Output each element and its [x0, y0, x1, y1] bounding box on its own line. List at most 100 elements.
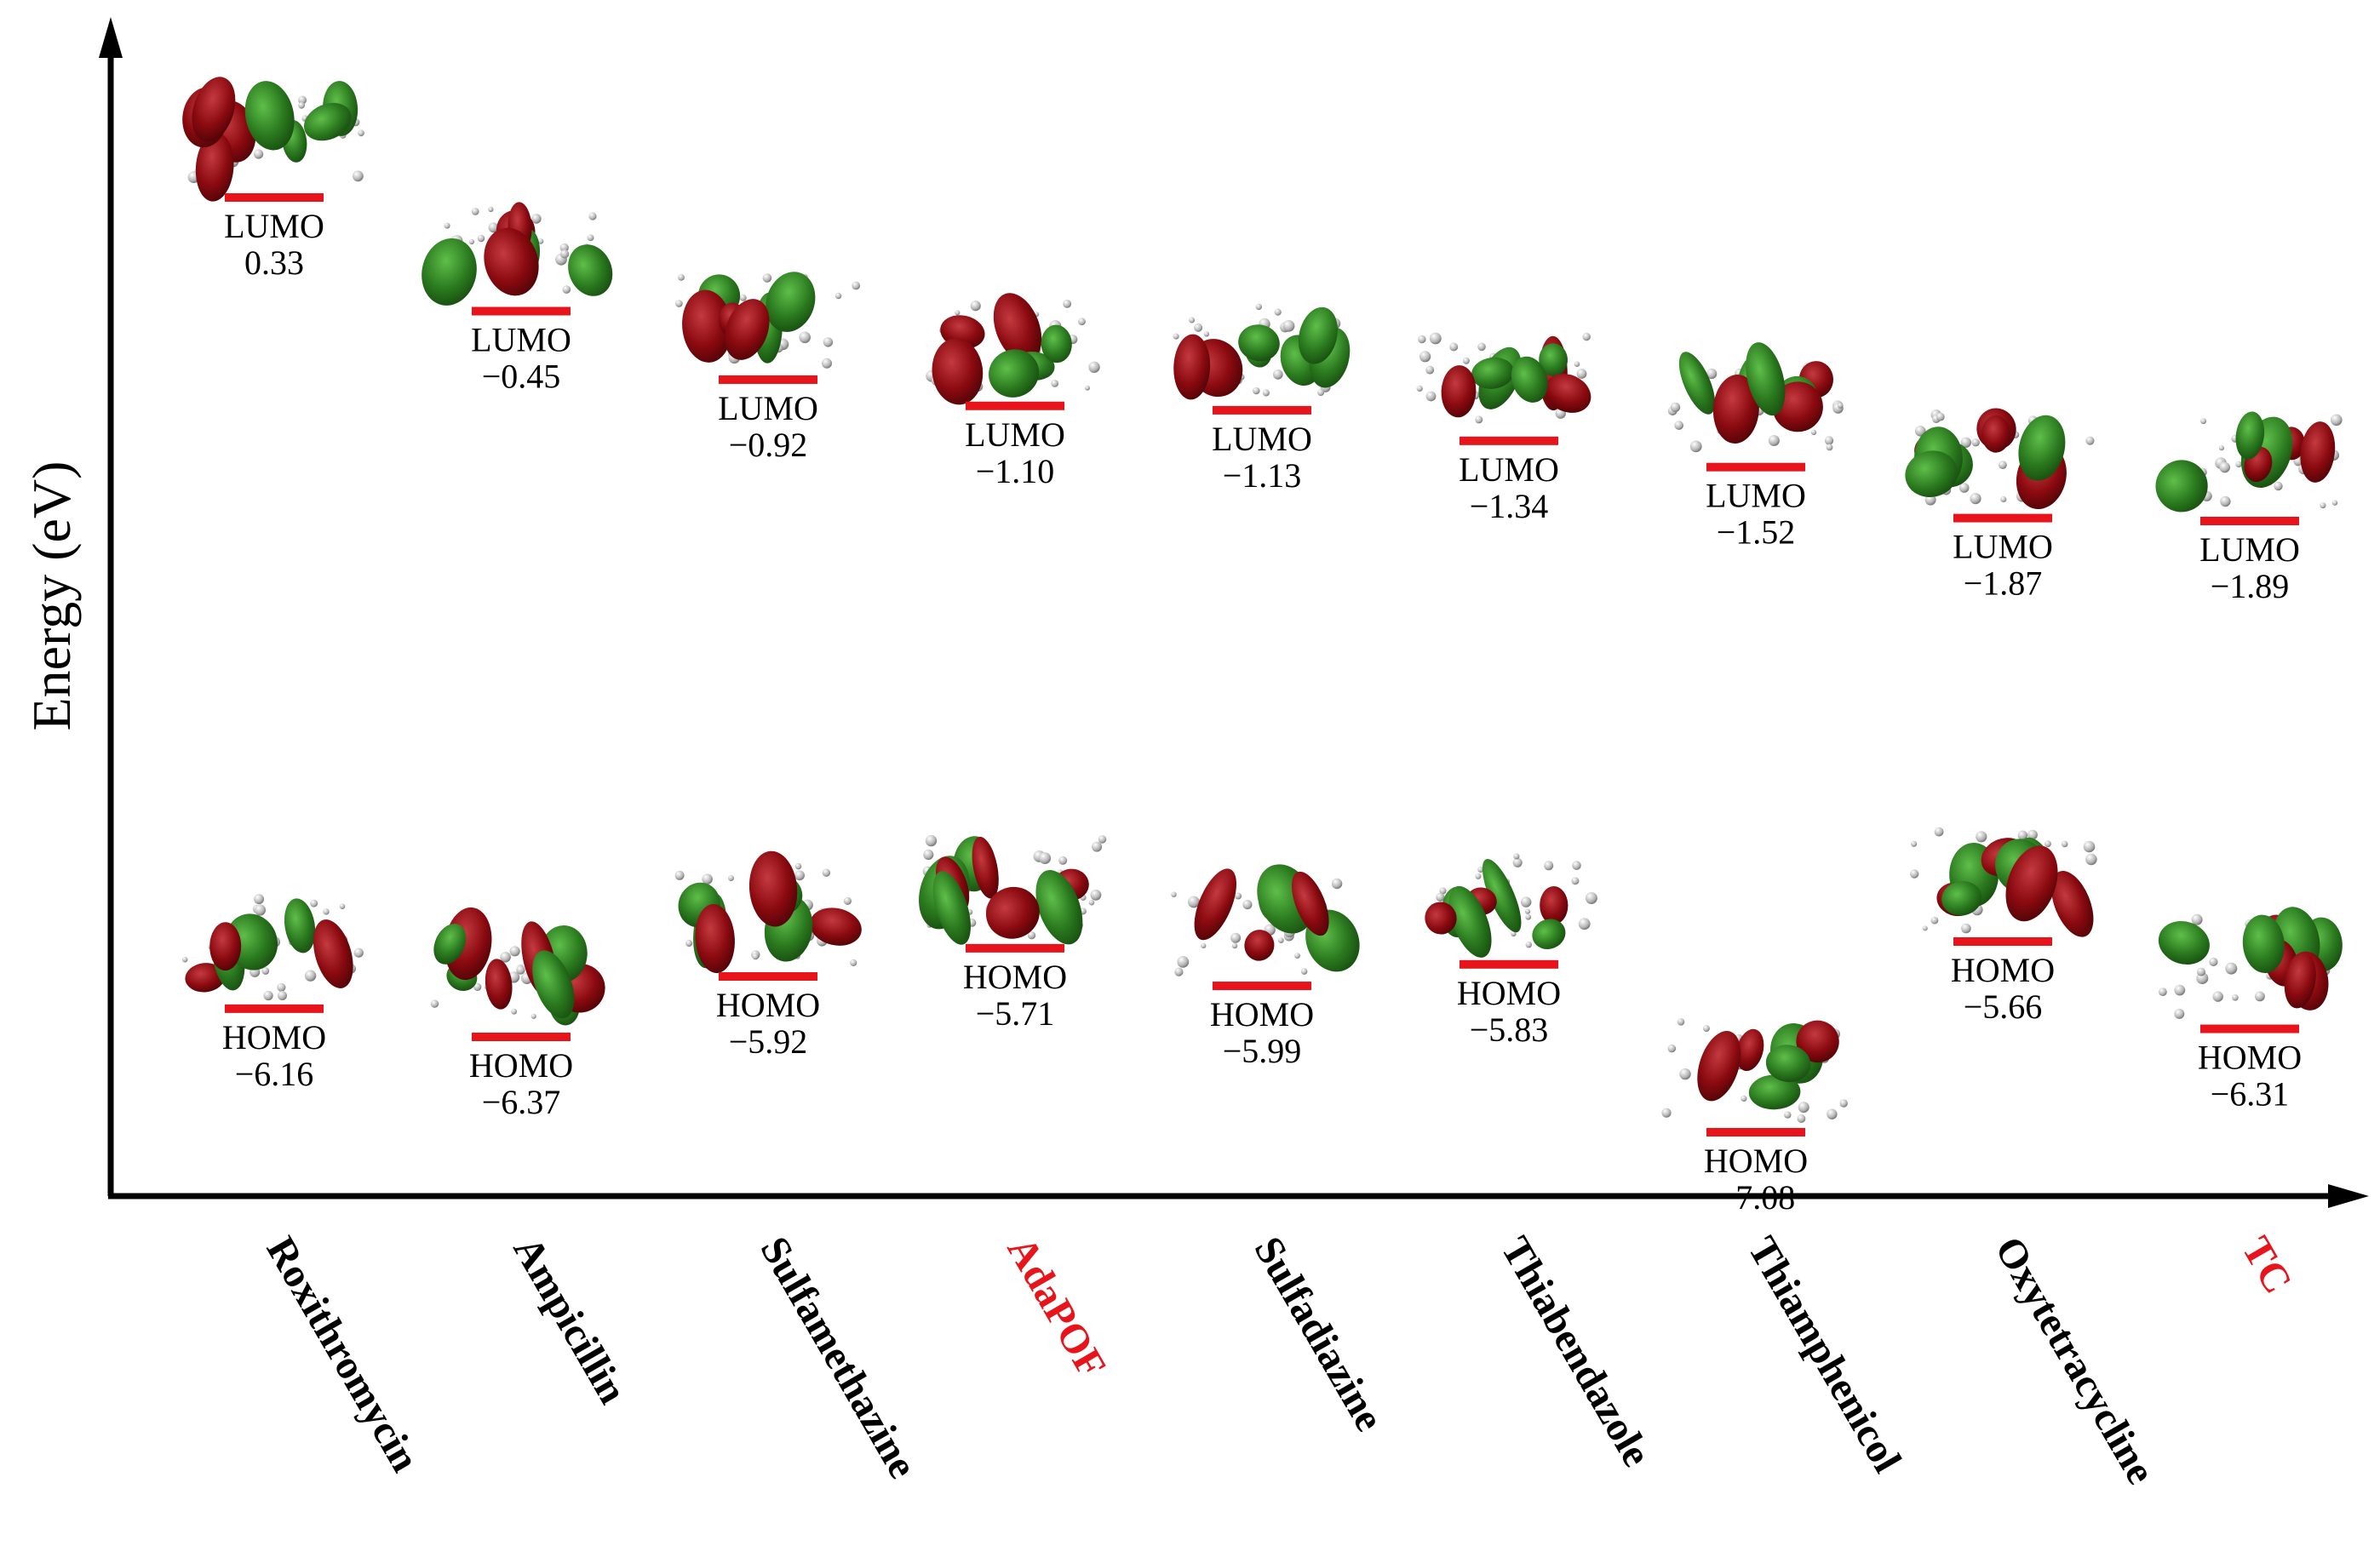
category-label-sulfadiazine: Sulfadiazine [1245, 1229, 1392, 1439]
atom [1837, 403, 1844, 409]
atom [1201, 942, 1207, 948]
axes: Energy (eV) [21, 17, 2369, 1208]
atom [1188, 896, 1200, 908]
homo-value: −6.31 [2211, 1075, 2290, 1114]
atom [1999, 461, 2007, 469]
orbital-lobe-positive [932, 871, 971, 945]
atom [263, 990, 273, 1001]
atom [1085, 385, 1090, 391]
atom [1173, 333, 1179, 340]
lumo-orbital-adapof [926, 293, 1100, 405]
atom [1194, 323, 1203, 332]
atom [2159, 988, 2167, 996]
orbital-lobe-positive [2235, 411, 2265, 460]
category-label-adapof: AdaPOF [998, 1229, 1115, 1386]
atom [1930, 916, 1939, 925]
orbital-lobe-negative [972, 836, 999, 899]
category-label-roxithromycin: Roxithromycin [257, 1229, 427, 1480]
orbital-lobe-negative [1173, 334, 1211, 400]
atom [702, 873, 713, 885]
orbital-lobe-negative [1425, 902, 1457, 935]
homo-label: HOMO [1457, 974, 1561, 1012]
energy-levels: LUMO0.33HOMO−6.16LUMO−0.45HOMO−6.37LUMO−… [222, 193, 2302, 1217]
atom [1961, 923, 1971, 934]
atom [675, 300, 683, 307]
atom [823, 337, 834, 347]
atom [1824, 436, 1834, 445]
atom [1525, 913, 1532, 920]
category-label-thiabendazole: Thiabendazole [1492, 1229, 1660, 1474]
homo-label: HOMO [1210, 995, 1314, 1033]
homo-value: −7.08 [1717, 1178, 1796, 1217]
lumo-orbital-tc [2155, 411, 2343, 512]
atom [560, 249, 570, 259]
atom [822, 868, 831, 877]
atom [1661, 1108, 1672, 1118]
lumo-value: −1.87 [1964, 564, 2043, 603]
atom [1578, 918, 1591, 930]
atom [1475, 415, 1483, 424]
atom [500, 952, 511, 963]
homo-value: −6.16 [235, 1055, 314, 1093]
atom [843, 896, 852, 905]
atom [537, 238, 544, 244]
orbital-lobe-negative [748, 850, 798, 927]
homo-level-bar [1460, 959, 1558, 969]
atom [2191, 913, 2203, 925]
orbital-lobe-negative [209, 922, 242, 971]
atom [562, 285, 571, 294]
atom [850, 959, 857, 966]
atom [970, 301, 981, 312]
atom [1674, 421, 1683, 430]
orbital-lobe-negative [1545, 374, 1591, 413]
orbital-lobe-negative [2300, 421, 2336, 483]
lumo-level-bar [1460, 436, 1558, 445]
atom [2174, 984, 2186, 996]
lumo-label: LUMO [1706, 477, 1806, 515]
atom [1425, 365, 1435, 375]
x-axis-arrowhead [2328, 1184, 2369, 1208]
lumo-value: −0.45 [482, 358, 561, 396]
orbital-lobe-positive [2155, 460, 2208, 512]
atom [1242, 900, 1253, 910]
atom [1419, 351, 1431, 363]
orbital-lobe-positive [1746, 342, 1786, 416]
atom [1255, 303, 1263, 311]
atom [2219, 461, 2230, 473]
atom [1439, 887, 1447, 895]
y-axis-arrowhead [99, 17, 123, 58]
lumo-level-bar [1706, 462, 1805, 472]
lumo-orbital-thiamphenicol [1667, 342, 1844, 453]
atom [298, 101, 305, 109]
lumo-level-bar [2200, 517, 2299, 525]
atom [1462, 357, 1470, 364]
atom [254, 894, 265, 905]
atom [822, 358, 832, 369]
orbitals [181, 77, 2343, 1123]
atom [278, 991, 287, 1000]
homo-label: HOMO [1951, 951, 2055, 989]
category-label-ampicillin: Ampicillin [504, 1229, 635, 1411]
orbital-lobe-positive [2158, 921, 2210, 965]
homo-level-bar [719, 972, 817, 982]
homo-label: HOMO [1704, 1142, 1808, 1180]
lumo-orbital-roxithromycin [182, 77, 364, 202]
atom [1970, 493, 1981, 505]
orbital-lobe-positive [1041, 324, 1072, 364]
homo-orbital-adapof [919, 834, 1107, 945]
atom [1294, 953, 1300, 959]
atom [1231, 942, 1238, 949]
atom [1317, 389, 1325, 397]
atom [1282, 320, 1295, 332]
orbital-lobe-negative [695, 903, 735, 974]
atom [1702, 1025, 1710, 1033]
orbital-lobe-positive [1905, 450, 1958, 498]
homo-label: HOMO [2198, 1039, 2302, 1077]
atom [1827, 1108, 1838, 1119]
lumo-label: LUMO [471, 321, 571, 359]
homo-value: −5.99 [1223, 1032, 1302, 1070]
atom [1679, 1068, 1691, 1080]
lumo-value: −1.52 [1717, 513, 1796, 552]
atom [430, 999, 439, 1008]
atom [2045, 840, 2051, 848]
